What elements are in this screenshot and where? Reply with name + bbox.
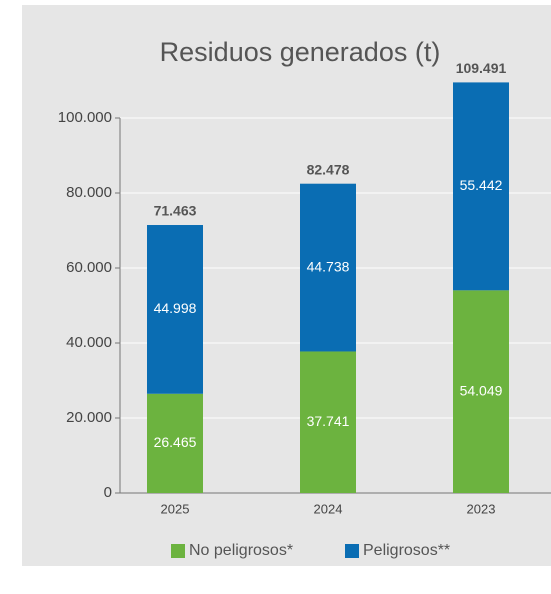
bar-segment [453,82,509,291]
bar-segment [147,225,203,394]
value-label: 55.442 [460,177,503,193]
total-label: 82.478 [307,161,350,177]
total-label: 109.491 [456,60,507,76]
chart-title: Residuos generados (t) [160,37,441,67]
x-tick-label: 2024 [314,501,343,516]
value-label: 37.741 [307,413,350,429]
legend-label: Peligrosos** [363,542,450,559]
y-tick-label: 40.000 [66,334,112,351]
x-tick-label: 2025 [161,501,190,516]
y-tick-label: 60.000 [66,259,112,276]
value-label: 26.465 [154,434,197,450]
y-tick-label: 20.000 [66,409,112,426]
legend-swatch [345,544,359,558]
legend-swatch [171,544,185,558]
total-label: 71.463 [154,203,197,219]
x-tick-label: 2023 [467,501,496,516]
y-tick-label: 80.000 [66,184,112,201]
bar-segment [453,290,509,493]
bar-segment [300,351,356,493]
value-label: 44.998 [154,300,197,316]
value-label: 44.738 [307,258,350,274]
bar-segment [147,393,203,493]
bar-segment [300,183,356,352]
y-tick-label: 0 [104,484,112,501]
value-label: 54.049 [460,382,503,398]
y-tick-label: 100.000 [58,109,112,126]
legend-label: No peligrosos* [189,542,293,559]
